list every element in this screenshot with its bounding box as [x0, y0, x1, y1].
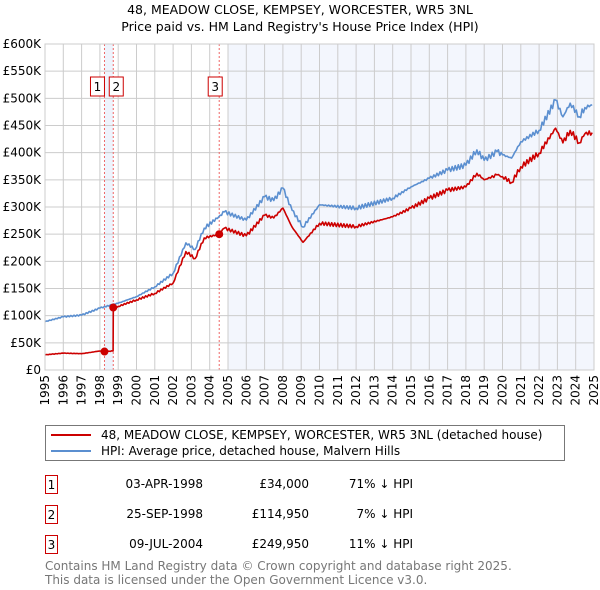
sale-label-box	[108, 76, 124, 97]
transaction-row: 3 09-JUL-2004 £249,950 11% ↓ HPI	[45, 535, 445, 555]
x-tick-label: 2019	[477, 375, 491, 406]
legend-item-hpi: HPI: Average price, detached house, Malv…	[46, 444, 400, 458]
transaction-hpi-diff: 71% ↓ HPI	[348, 477, 413, 491]
sale-label: 1	[94, 80, 102, 94]
x-tick-label: 1997	[75, 375, 89, 406]
x-tick-label: 2014	[386, 375, 400, 406]
y-tick-label: £350K	[3, 173, 43, 187]
hpi-line	[44, 99, 593, 323]
x-tick-label: 2008	[276, 375, 290, 406]
y-tick-label: £0	[26, 363, 41, 377]
x-tick-label: 2020	[496, 375, 510, 406]
legend-item-property: 48, MEADOW CLOSE, KEMPSEY, WORCESTER, WR…	[46, 428, 542, 442]
transaction-hpi-diff: 7% ↓ HPI	[356, 507, 413, 521]
x-tick-label: 1996	[56, 375, 70, 406]
x-tick-label: 1995	[38, 375, 52, 406]
x-tick-label: 2011	[331, 375, 345, 406]
chart-legend: 48, MEADOW CLOSE, KEMPSEY, WORCESTER, WR…	[45, 425, 565, 461]
legend-label: HPI: Average price, detached house, Malv…	[101, 444, 401, 458]
x-tick-label: 2016	[422, 375, 436, 406]
property-price-line	[44, 127, 593, 356]
y-tick-label: £100K	[3, 309, 43, 323]
transaction-number: 3	[45, 535, 58, 554]
x-tick-label: 2024	[569, 375, 583, 406]
x-tick-label: 2001	[148, 375, 162, 406]
legend-swatch-blue	[51, 450, 91, 452]
y-tick-label: £450K	[3, 119, 43, 133]
x-tick-label: 2009	[294, 375, 308, 406]
x-tick-label: 2003	[184, 375, 198, 406]
footer-copyright: Contains HM Land Registry data © Crown c…	[45, 559, 512, 573]
y-tick-label: £550K	[3, 64, 43, 78]
transaction-number: 2	[45, 505, 58, 524]
x-tick-label: 2017	[441, 375, 455, 406]
x-tick-label: 2021	[514, 375, 528, 406]
x-tick-label: 1999	[111, 375, 125, 406]
price-chart: 48, MEADOW CLOSE, KEMPSEY, WORCESTER, WR…	[3, 2, 600, 406]
y-tick-label: £600K	[3, 37, 43, 51]
y-tick-label: £150K	[3, 282, 43, 296]
legend-swatch-red	[51, 434, 91, 436]
transaction-date: 25-SEP-1998	[126, 507, 203, 521]
x-tick-label: 2010	[313, 375, 327, 406]
y-tick-label: £300K	[3, 200, 43, 214]
sale-point	[100, 347, 109, 356]
x-tick-label: 2000	[130, 375, 144, 406]
plot-border	[44, 43, 595, 371]
transaction-row: 2 25-SEP-1998 £114,950 7% ↓ HPI	[45, 505, 445, 525]
x-tick-label: 2025	[587, 375, 600, 406]
sale-point	[215, 230, 224, 239]
sale-label-box	[89, 76, 105, 97]
x-tick-label: 2018	[459, 375, 473, 406]
x-tick-label: 2015	[404, 375, 418, 406]
x-tick-label: 2005	[221, 375, 235, 406]
transaction-number: 1	[45, 475, 58, 494]
legend-label: 48, MEADOW CLOSE, KEMPSEY, WORCESTER, WR…	[101, 428, 543, 442]
y-tick-label: £200K	[3, 254, 43, 268]
y-tick-label: £50K	[10, 336, 42, 350]
transaction-hpi-diff: 11% ↓ HPI	[348, 537, 413, 551]
transaction-price: £34,000	[259, 477, 309, 491]
footer-licence: This data is licensed under the Open Gov…	[45, 573, 428, 587]
transaction-date: 09-JUL-2004	[129, 537, 203, 551]
sale-label: 3	[211, 80, 219, 94]
transaction-price: £249,950	[251, 537, 309, 551]
y-tick-label: £400K	[3, 146, 43, 160]
sale-label: 2	[112, 80, 120, 94]
transaction-row: 1 03-APR-1998 £34,000 71% ↓ HPI	[45, 475, 445, 495]
x-tick-label: 2006	[239, 375, 253, 406]
transaction-price: £114,950	[251, 507, 309, 521]
y-tick-label: £500K	[3, 91, 43, 105]
sale-point	[109, 303, 118, 312]
x-tick-label: 2012	[349, 375, 363, 406]
sale-label-box	[207, 76, 223, 97]
chart-title: 48, MEADOW CLOSE, KEMPSEY, WORCESTER, WR…	[127, 2, 473, 17]
transaction-date: 03-APR-1998	[125, 477, 203, 491]
x-tick-label: 2013	[367, 375, 381, 406]
x-tick-label: 2023	[550, 375, 564, 406]
chart-subtitle: Price paid vs. HM Land Registry's House …	[121, 19, 478, 34]
x-tick-label: 2002	[166, 375, 180, 406]
x-tick-label: 2007	[258, 375, 272, 406]
x-tick-label: 2022	[532, 375, 546, 406]
x-tick-label: 1998	[93, 375, 107, 406]
y-tick-label: £250K	[3, 227, 43, 241]
x-tick-label: 2004	[203, 375, 217, 406]
